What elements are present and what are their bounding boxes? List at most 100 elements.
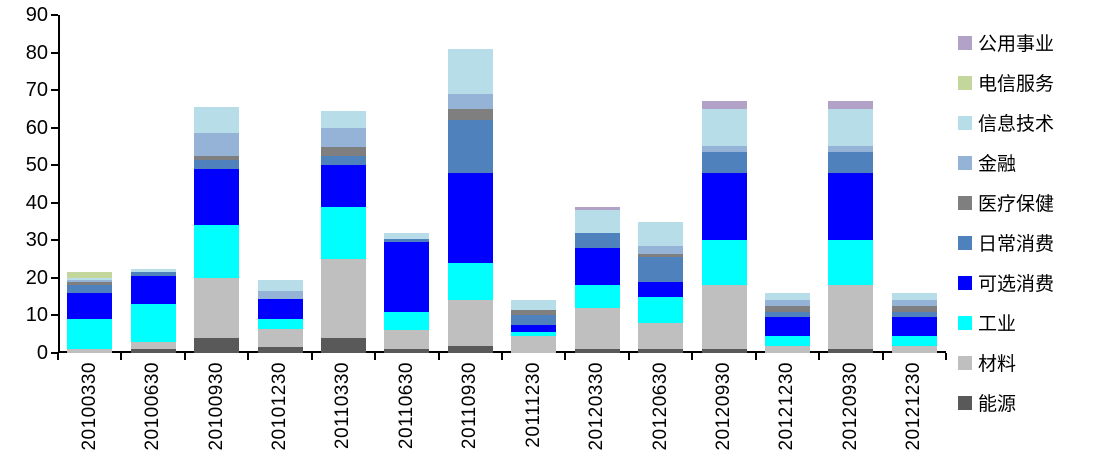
legend-item-consumer-staples: 日常消费 bbox=[958, 230, 1116, 255]
x-axis-tick-mark bbox=[627, 353, 630, 360]
bar-segment-financials bbox=[447, 93, 493, 109]
bar-segment-utilities bbox=[574, 206, 620, 211]
bar-segment-consumer-discretionary bbox=[320, 165, 366, 207]
bar-segment-materials bbox=[701, 285, 747, 350]
x-axis-tick-mark bbox=[183, 353, 186, 360]
bar-segment-industrials bbox=[67, 319, 113, 350]
x-axis-tick-label: 20120630 bbox=[649, 362, 671, 451]
bar-segment-materials bbox=[384, 330, 430, 350]
bar-segment-healthcare bbox=[194, 155, 240, 160]
legend-label: 工业 bbox=[978, 314, 1017, 335]
bar-segment-financials bbox=[257, 291, 303, 299]
legend-item-utilities: 公用事业 bbox=[958, 30, 1116, 55]
y-axis-tick-mark bbox=[51, 352, 58, 354]
x-axis-tick-label: 20110930 bbox=[459, 362, 481, 450]
bar-segment-healthcare bbox=[891, 306, 937, 312]
bar-segment-energy bbox=[574, 349, 620, 353]
y-axis-tick-label: 30 bbox=[25, 229, 48, 252]
bar-segment-materials bbox=[257, 328, 303, 348]
bar-20100330 bbox=[67, 272, 113, 353]
bar-segment-materials bbox=[828, 285, 874, 350]
y-axis-tick-mark bbox=[51, 14, 58, 16]
bar-segment-industrials bbox=[764, 336, 810, 346]
bar-20120930 bbox=[828, 101, 874, 353]
x-axis-tick-mark bbox=[310, 353, 313, 360]
y-axis-tick-label: 90 bbox=[25, 4, 48, 26]
bar-segment-healthcare bbox=[447, 108, 493, 121]
bar-segment-industrials bbox=[320, 206, 366, 260]
legend-label: 可选消费 bbox=[978, 274, 1055, 295]
x-axis-tick-label: 20110330 bbox=[332, 362, 354, 450]
bar-segment-industrials bbox=[194, 225, 240, 278]
bar-segment-industrials bbox=[701, 240, 747, 286]
y-axis-tick-mark bbox=[51, 314, 58, 317]
legend-item-materials: 材料 bbox=[958, 350, 1116, 375]
x-axis-tick-label: 20120330 bbox=[586, 362, 608, 451]
bar-segment-consumer-staples bbox=[447, 120, 493, 173]
bar-segment-energy bbox=[828, 349, 874, 353]
bar-segment-energy bbox=[384, 349, 430, 353]
bar-segment-financials bbox=[828, 146, 874, 153]
bar-segment-industrials bbox=[447, 262, 493, 301]
bar-segment-consumer-discretionary bbox=[130, 276, 176, 305]
y-axis-tick-label: 80 bbox=[25, 41, 48, 64]
bar-20101230 bbox=[257, 279, 303, 353]
x-axis-tick-label: 20120930 bbox=[713, 362, 734, 451]
x-axis-tick-mark bbox=[564, 353, 567, 360]
bar-segment-energy bbox=[638, 349, 684, 353]
bar-segment-healthcare bbox=[638, 253, 684, 258]
x-axis-tick-mark bbox=[754, 353, 757, 360]
bar-segment-info-tech bbox=[701, 108, 747, 147]
bar-segment-financials bbox=[764, 300, 810, 307]
bar-20120930 bbox=[701, 101, 747, 353]
bar-segment-materials bbox=[638, 322, 684, 350]
bar-segment-financials bbox=[638, 246, 684, 254]
bar-segment-materials bbox=[447, 300, 493, 346]
bar-20110630 bbox=[384, 232, 430, 353]
y-axis-tick-label: 40 bbox=[25, 191, 48, 214]
bar-segment-consumer-staples bbox=[511, 315, 557, 325]
bar-segment-consumer-staples bbox=[701, 152, 747, 173]
x-axis-tick-mark bbox=[691, 353, 694, 360]
bar-segment-consumer-staples bbox=[574, 232, 620, 248]
bar-20121230 bbox=[764, 292, 810, 353]
bar-segment-financials bbox=[891, 300, 937, 307]
x-axis-tick-label: 20110630 bbox=[395, 362, 417, 450]
bar-segment-info-tech bbox=[194, 107, 240, 134]
bar-segment-energy bbox=[320, 337, 366, 353]
legend-label: 日常消费 bbox=[978, 234, 1055, 255]
bar-segment-materials bbox=[511, 336, 557, 353]
bar-segment-financials bbox=[320, 127, 366, 147]
legend-label: 医疗保健 bbox=[978, 194, 1055, 215]
y-axis-tick-mark bbox=[51, 51, 58, 54]
legend-swatch-financials bbox=[958, 155, 972, 170]
chart-legend: 公用事业 电信服务 信息技术 金融 医疗保健 日常消费 可选消费 工业 材料 能源 bbox=[958, 30, 1116, 415]
legend-label: 信息技术 bbox=[978, 114, 1055, 135]
legend-item-industrials: 工业 bbox=[958, 310, 1116, 335]
x-axis-tick-label: 20100330 bbox=[78, 362, 100, 451]
bar-segment-consumer-staples bbox=[130, 272, 176, 277]
bar-segment-info-tech bbox=[384, 232, 430, 239]
legend-swatch-telecom bbox=[958, 75, 972, 90]
legend-item-consumer-discretionary: 可选消费 bbox=[958, 270, 1116, 295]
x-axis-tick-label: 20100930 bbox=[205, 362, 227, 451]
bar-segment-consumer-discretionary bbox=[574, 247, 620, 286]
x-axis-tick-mark bbox=[374, 353, 377, 360]
legend-swatch-industrials bbox=[958, 315, 972, 330]
bar-segment-industrials bbox=[130, 304, 176, 342]
bar-segment-financials bbox=[194, 133, 240, 156]
bar-segment-consumer-discretionary bbox=[447, 172, 493, 263]
y-axis-tick-label: 50 bbox=[25, 154, 48, 177]
y-axis-tick-mark bbox=[51, 201, 58, 204]
legend-swatch-healthcare bbox=[958, 195, 972, 210]
bar-segment-industrials bbox=[257, 319, 303, 329]
bar-20110930 bbox=[447, 48, 493, 353]
legend-item-healthcare: 医疗保健 bbox=[958, 190, 1116, 215]
bar-segment-consumer-discretionary bbox=[67, 292, 113, 320]
bar-20120630 bbox=[638, 221, 684, 353]
legend-item-info-tech: 信息技术 bbox=[958, 110, 1116, 135]
y-axis-tick-label: 0 bbox=[36, 342, 48, 364]
legend-label: 公用事业 bbox=[978, 34, 1055, 55]
bar-segment-consumer-staples bbox=[67, 285, 113, 293]
bar-segment-consumer-discretionary bbox=[891, 317, 937, 337]
